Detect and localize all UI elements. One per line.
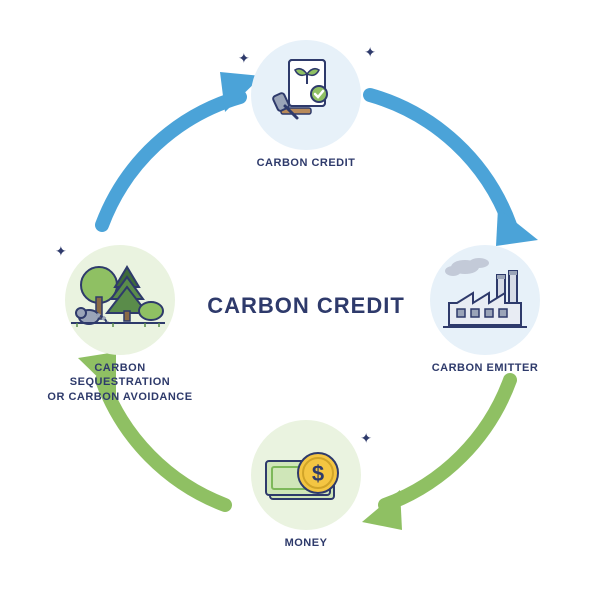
node-carbon-sequestration: CARBON SEQUESTRATION OR CARBON AVOIDANCE… <box>45 245 195 404</box>
trees-icon <box>65 245 175 355</box>
arrow-sequestration-to-credit <box>102 72 262 225</box>
node-carbon-emitter: CARBON EMITTER <box>425 245 545 375</box>
sparkle-icon: ✦ <box>360 430 372 447</box>
node-label: CARBON EMITTER <box>425 361 545 375</box>
diagram-stage: CARBON CREDIT CARBON CREDIT ✦ <box>0 0 612 612</box>
node-label: CARBON SEQUESTRATION OR CARBON AVOIDANCE <box>45 361 195 404</box>
node-label: CARBON CREDIT <box>246 156 366 170</box>
node-label: MONEY <box>246 536 366 550</box>
node-money: $ MONEY ✦ <box>246 420 366 550</box>
sparkle-icon: ✦ <box>364 44 376 61</box>
factory-icon <box>430 245 540 355</box>
money-icon: $ <box>251 420 361 530</box>
svg-text:$: $ <box>312 461 324 486</box>
node-carbon-credit: CARBON CREDIT ✦ ✦ <box>246 40 366 170</box>
title-text: CARBON CREDIT <box>207 293 405 319</box>
diagram-title: CARBON CREDIT <box>207 293 405 319</box>
sparkle-icon: ✦ <box>55 243 67 260</box>
arrow-emitter-to-money <box>362 380 510 530</box>
carbon-credit-icon <box>251 40 361 150</box>
arrow-credit-to-emitter <box>370 95 538 246</box>
sparkle-icon: ✦ <box>238 50 250 67</box>
